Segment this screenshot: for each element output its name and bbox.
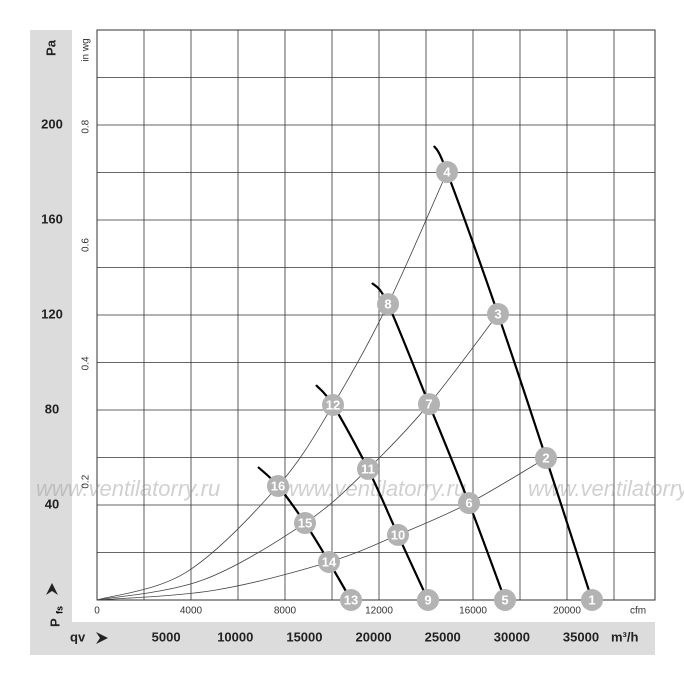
watermark: www.ventilatorry.ru (528, 476, 684, 501)
point-label: 6 (465, 496, 472, 511)
point-label: 14 (322, 554, 337, 569)
operating-point (322, 394, 345, 417)
bottom-band (30, 622, 655, 655)
point-label: 12 (326, 397, 340, 412)
plot-frame (96, 29, 656, 601)
x-tick-label: 16000 (459, 606, 487, 617)
x-tick-label: 8000 (274, 606, 297, 617)
y2-tick-label: 0.4 (81, 356, 92, 370)
p-subscript: fs (54, 606, 64, 614)
curve (433, 145, 594, 601)
y2-tick-label: 0.6 (81, 238, 92, 252)
x2-tick-label: 35000 (563, 629, 599, 644)
x-tick-label: 4000 (180, 606, 203, 617)
x2-tick-label: 25000 (425, 629, 461, 644)
y-tick-label: 120 (41, 306, 63, 321)
operating-point (266, 475, 289, 497)
x-tick-label: 12000 (365, 606, 393, 617)
arrow (96, 632, 108, 644)
x-label: cfm (630, 606, 646, 617)
point-label: 2 (542, 450, 549, 465)
p-label: P (47, 618, 62, 627)
point-label: 15 (298, 515, 312, 530)
x2-tick-label: 20000 (356, 629, 392, 644)
x-tick-label: 0 (94, 606, 100, 617)
y-tick-label: 80 (45, 401, 59, 416)
operating-point (376, 293, 399, 316)
operating-point (317, 551, 340, 573)
point-label: 16 (271, 478, 285, 493)
y-tick-label: 40 (45, 496, 59, 511)
operating-point (293, 512, 316, 535)
y2-tick-label: 0.8 (81, 119, 92, 133)
curve (96, 171, 448, 601)
arrow (46, 583, 58, 595)
operating-point (494, 589, 517, 611)
x-tick-label: 20000 (553, 606, 581, 617)
y2-label: in wg (81, 38, 92, 61)
left-band (30, 30, 72, 622)
operating-point (458, 492, 480, 515)
operating-point (580, 589, 603, 611)
point-label: 11 (361, 461, 375, 476)
point-label: 13 (344, 592, 358, 607)
curve (96, 313, 499, 601)
watermark: www.ventilatorry.ru (36, 476, 220, 501)
point-label: 5 (501, 592, 508, 607)
point-label: 7 (425, 397, 432, 412)
x2-tick-label: 30000 (494, 629, 530, 644)
y-label: Pa (43, 39, 58, 56)
operating-point (340, 589, 363, 611)
x2-tick-label: 5000 (152, 629, 181, 644)
operating-point (418, 393, 441, 416)
x2-tick-label: 10000 (217, 629, 253, 644)
point-label: 3 (494, 306, 501, 321)
point-label: 1 (588, 592, 595, 607)
point-label: 8 (384, 297, 391, 312)
operating-point (356, 457, 379, 480)
point-label: 10 (391, 527, 405, 542)
operating-point (486, 303, 509, 326)
operating-point (387, 523, 410, 546)
x2-prefix: qv (70, 629, 86, 644)
point-label: 9 (424, 592, 431, 607)
y2-tick-label: 0.2 (81, 474, 92, 488)
point-label: 4 (443, 164, 451, 179)
operating-point (416, 589, 439, 611)
operating-point (534, 446, 557, 469)
x2-tick-label: 15000 (286, 629, 322, 644)
x2-label: m³/h (611, 629, 639, 644)
operating-point (436, 161, 459, 184)
y-tick-label: 160 (41, 211, 63, 226)
y-tick-label: 200 (41, 116, 63, 131)
